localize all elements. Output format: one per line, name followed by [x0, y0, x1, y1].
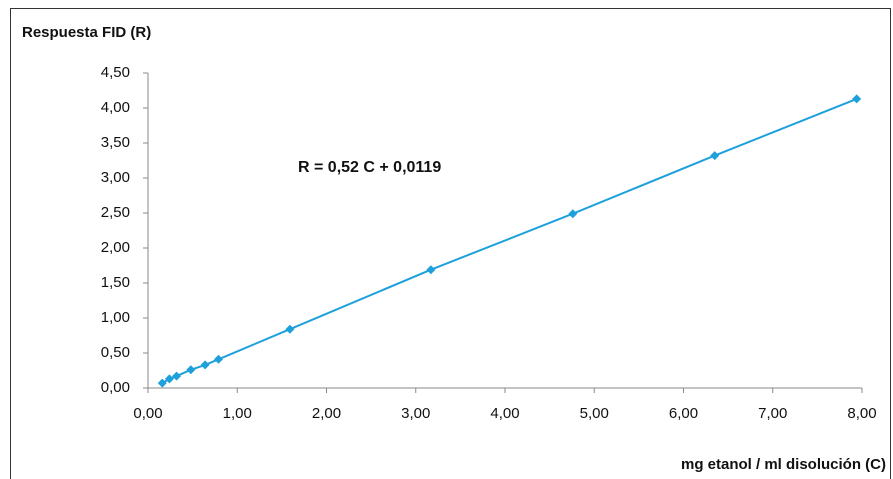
y-tick-label: 0,50 — [101, 344, 130, 361]
y-tick-label: 2,00 — [101, 239, 130, 256]
x-tick-label: 2,00 — [312, 405, 341, 422]
y-tick-label: 0,00 — [101, 379, 130, 396]
x-tick-label: 1,00 — [223, 405, 252, 422]
data-point — [710, 151, 720, 161]
y-tick-label: 3,00 — [101, 169, 130, 186]
data-point — [172, 371, 182, 381]
x-tick-label: 0,00 — [133, 405, 162, 422]
x-tick-label: 3,00 — [401, 405, 430, 422]
data-point — [214, 354, 224, 364]
data-point — [186, 365, 196, 375]
y-tick-label: 3,50 — [101, 134, 130, 151]
data-point — [164, 374, 174, 384]
chart-frame — [10, 8, 891, 479]
x-tick-label: 8,00 — [847, 405, 876, 422]
data-point — [852, 94, 862, 104]
x-axis-label: mg etanol / ml disolución (C) — [681, 456, 886, 473]
data-point — [200, 360, 210, 370]
y-tick-label: 4,50 — [101, 64, 130, 81]
data-point — [285, 324, 295, 334]
data-point — [568, 209, 578, 219]
x-tick-label: 4,00 — [490, 405, 519, 422]
x-tick-label: 7,00 — [758, 405, 787, 422]
y-axis-label: Respuesta FID (R) — [22, 24, 151, 41]
y-tick-label: 1,50 — [101, 274, 130, 291]
data-point — [157, 378, 167, 388]
y-tick-label: 1,00 — [101, 309, 130, 326]
series-line — [161, 97, 858, 384]
equation-annotation: R = 0,52 C + 0,0119 — [298, 159, 441, 176]
x-tick-label: 6,00 — [669, 405, 698, 422]
y-tick-label: 2,50 — [101, 204, 130, 221]
x-tick-label: 5,00 — [580, 405, 609, 422]
y-tick-label: 4,00 — [101, 99, 130, 116]
data-point — [426, 265, 436, 275]
